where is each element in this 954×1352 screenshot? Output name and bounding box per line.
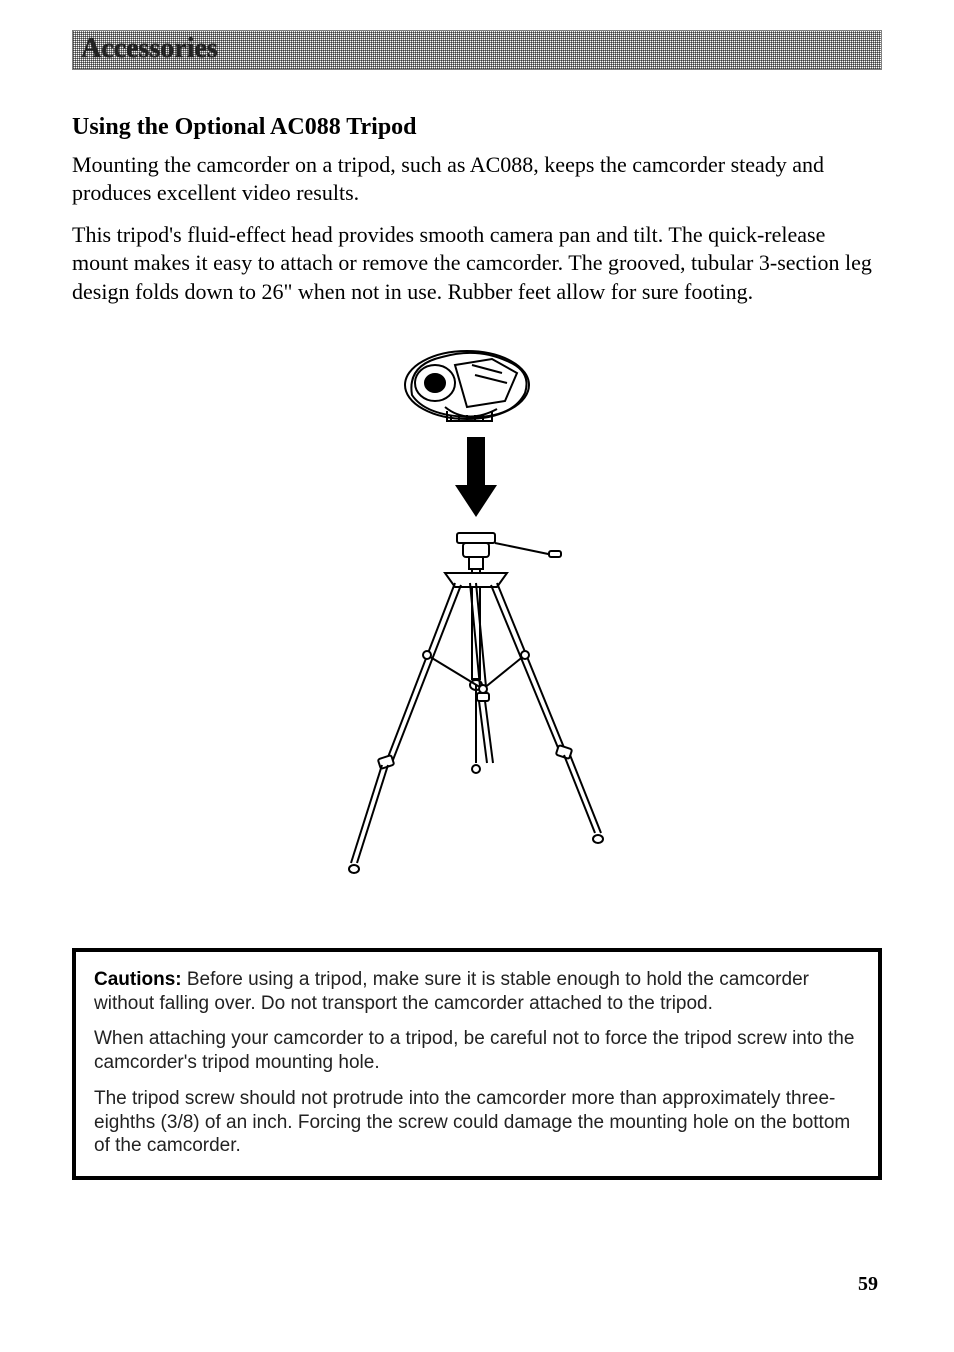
page-number: 59 [858,1273,878,1296]
tripod-figure [72,320,882,920]
tripod-head-icon [457,533,561,569]
tripod-leg-right [491,583,603,843]
camcorder-icon [405,351,529,421]
body-paragraph-1: Mounting the camcorder on a tripod, such… [72,151,882,207]
caution-paragraph-2: When attaching your camcorder to a tripo… [94,1027,860,1075]
arrow-down-icon [455,437,497,517]
tripod-leg-left [349,583,461,873]
caution-paragraph-3: The tripod screw should not protrude int… [94,1087,860,1158]
body-paragraph-2: This tripod's fluid-effect head provides… [72,221,882,305]
chapter-banner: Accessories [72,30,882,70]
caution-label: Cautions: [94,969,182,990]
caution-text-1: Before using a tripod, make sure it is s… [94,969,809,1014]
chapter-title: Accessories [81,33,218,64]
caution-paragraph-1: Cautions: Before using a tripod, make su… [94,968,860,1016]
section-heading: Using the Optional AC088 Tripod [72,114,882,141]
camcorder-tripod-illustration [327,325,627,915]
caution-box: Cautions: Before using a tripod, make su… [72,948,882,1180]
